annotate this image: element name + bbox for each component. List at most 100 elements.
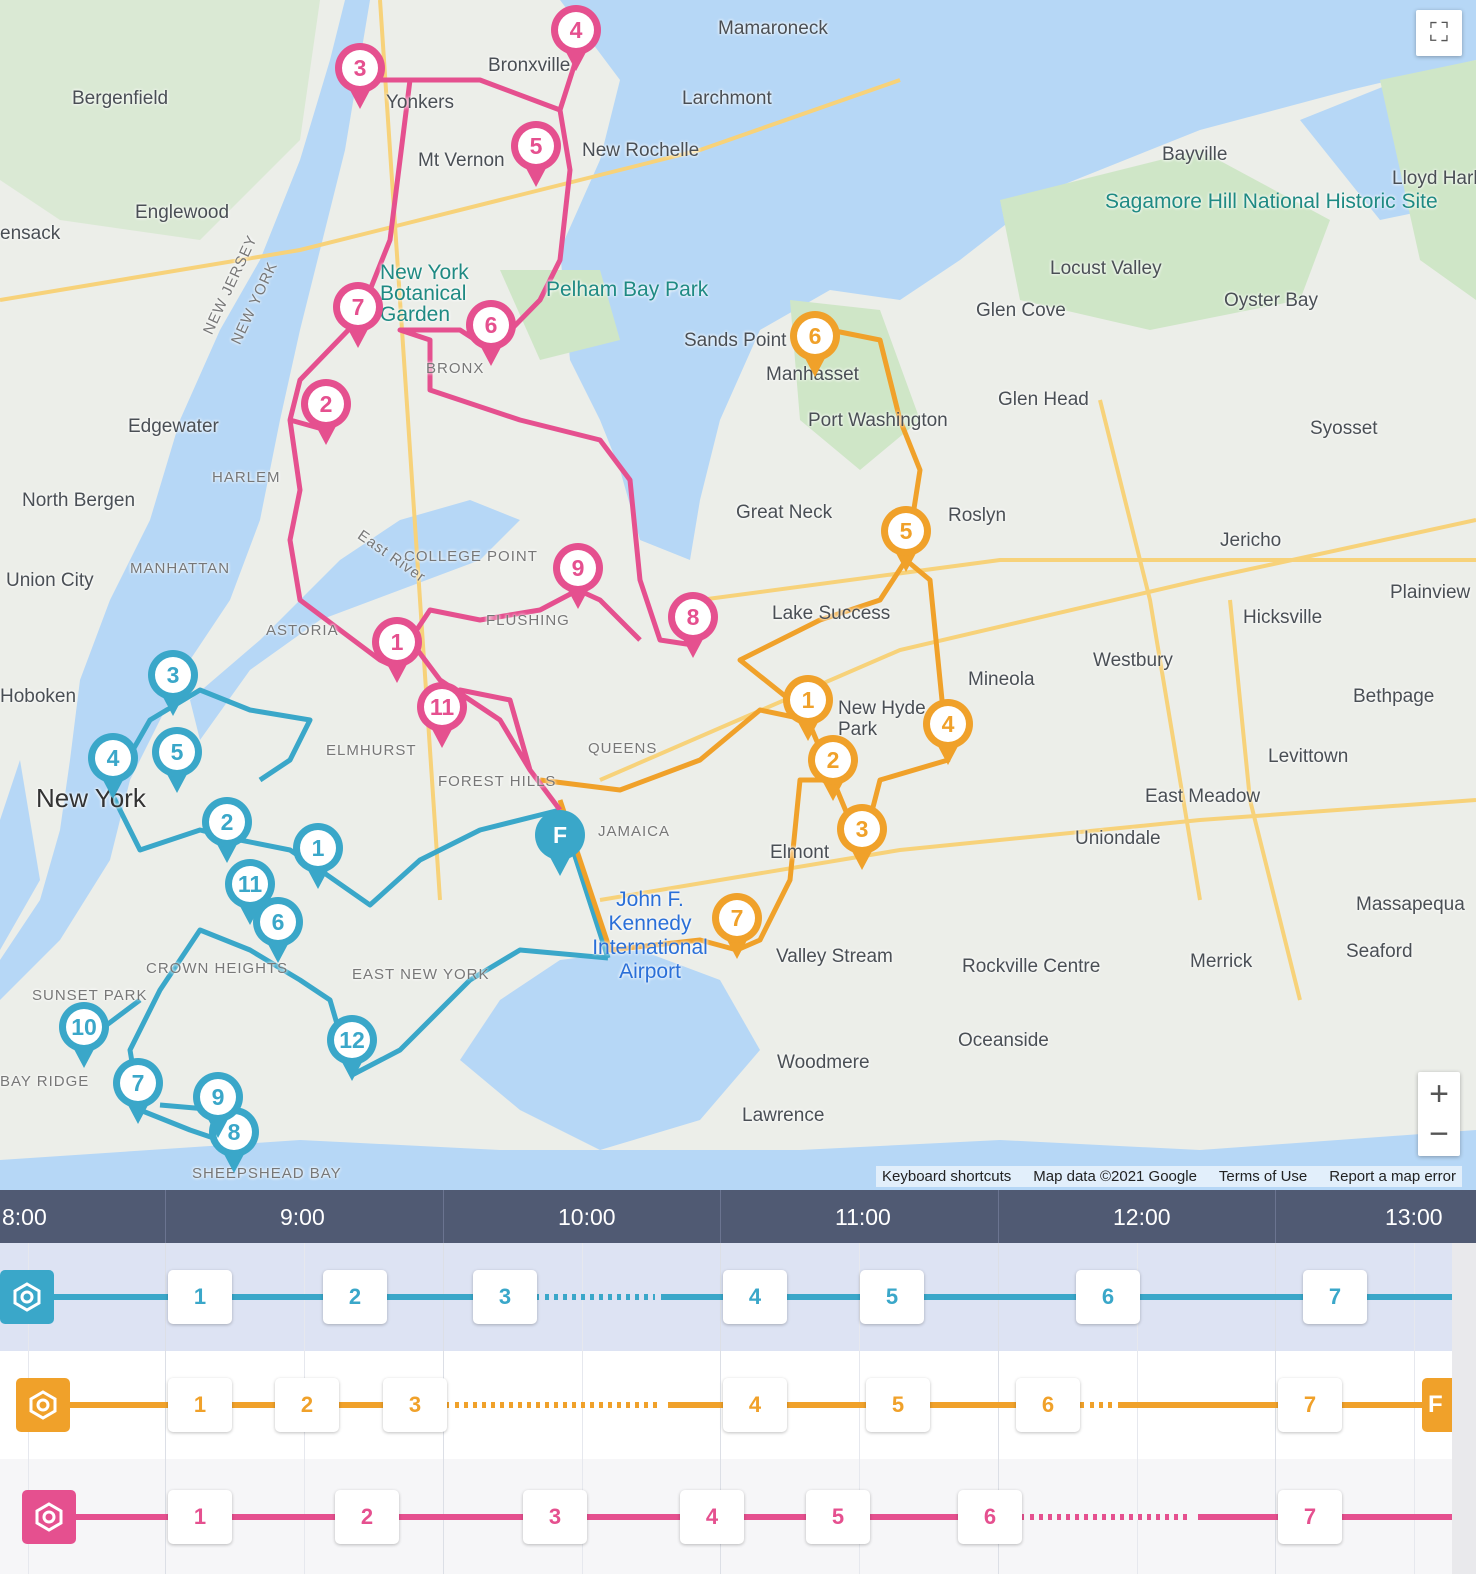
- place-label: Massapequa: [1356, 894, 1465, 915]
- map-stop-pin[interactable]: 2: [808, 735, 858, 801]
- place-label: Yonkers: [386, 92, 454, 113]
- pin-number: 4: [95, 740, 131, 776]
- map-attribution: Keyboard shortcuts Map data ©2021 Google…: [876, 1166, 1462, 1187]
- stop-block[interactable]: 5: [860, 1270, 924, 1324]
- finish-pin[interactable]: F: [535, 810, 585, 876]
- zoom-out-button[interactable]: −: [1429, 1115, 1449, 1153]
- stop-block[interactable]: 2: [335, 1489, 399, 1544]
- timeline-header: 8:00 9:00 10:00 11:00 12:00 13:00: [0, 1190, 1476, 1243]
- pin-number: 2: [308, 386, 344, 422]
- place-label: New Rochelle: [582, 140, 700, 161]
- stop-block[interactable]: 6: [1016, 1378, 1080, 1432]
- stop-block[interactable]: 1: [168, 1270, 232, 1324]
- map-stop-pin[interactable]: 7: [712, 893, 762, 959]
- map-stop-pin[interactable]: 7: [333, 282, 383, 348]
- idle-gap: [1090, 1402, 1112, 1408]
- stop-block[interactable]: 7: [1303, 1270, 1367, 1324]
- place-label: Mt Vernon: [418, 150, 505, 171]
- place-label: Bethpage: [1353, 686, 1435, 707]
- map-stop-pin[interactable]: 4: [551, 5, 601, 71]
- pin-number: 4: [930, 706, 966, 742]
- map-stop-pin[interactable]: 2: [301, 379, 351, 445]
- hour-label: 11:00: [835, 1204, 891, 1230]
- place-label: FOREST HILLS: [438, 773, 557, 790]
- pin-number: 5: [888, 513, 924, 549]
- place-label: Syosset: [1310, 418, 1378, 439]
- stop-block[interactable]: 4: [723, 1378, 787, 1432]
- hour-divider: [720, 1190, 721, 1243]
- stop-block[interactable]: 2: [275, 1378, 339, 1432]
- place-label: ELMHURST: [326, 742, 417, 759]
- map-stop-pin[interactable]: 6: [790, 311, 840, 377]
- map-stop-pin[interactable]: 8: [668, 592, 718, 658]
- place-label: Mamaroneck: [718, 18, 828, 39]
- stop-block[interactable]: 3: [523, 1489, 587, 1544]
- map-stop-pin[interactable]: 12: [327, 1015, 377, 1081]
- map-stop-pin[interactable]: 5: [511, 121, 561, 187]
- stop-block[interactable]: 6: [958, 1489, 1022, 1544]
- finish-block[interactable]: F: [1422, 1378, 1452, 1432]
- hour-divider: [443, 1190, 444, 1243]
- place-label: Lloyd Harbor: [1392, 168, 1476, 189]
- map-stop-pin[interactable]: 5: [881, 506, 931, 572]
- pin-number: 2: [815, 742, 851, 778]
- map-stop-pin[interactable]: 11: [417, 682, 467, 748]
- map-stop-pin[interactable]: 3: [148, 650, 198, 716]
- depot-icon[interactable]: [16, 1378, 70, 1432]
- map-stop-pin[interactable]: 9: [553, 543, 603, 609]
- hour-divider: [998, 1190, 999, 1243]
- place-label: Rockville Centre: [962, 956, 1101, 977]
- map-stop-pin[interactable]: 10: [59, 1002, 109, 1068]
- place-label: BRONX: [426, 360, 485, 377]
- map-stop-pin[interactable]: 1: [293, 823, 343, 889]
- map-stop-pin[interactable]: 9: [193, 1072, 243, 1138]
- stop-block[interactable]: 1: [168, 1378, 232, 1432]
- stop-block[interactable]: 1: [168, 1489, 232, 1544]
- place-label: New Hyde Park: [838, 698, 926, 740]
- place-label: Jericho: [1220, 530, 1282, 551]
- map-stop-pin[interactable]: 5: [152, 727, 202, 793]
- place-label: Oceanside: [958, 1030, 1049, 1051]
- scrollbar[interactable]: [1452, 1243, 1476, 1574]
- stop-block[interactable]: 7: [1278, 1378, 1342, 1432]
- fullscreen-button[interactable]: ⛶: [1416, 10, 1462, 56]
- hour-label: 9:00: [280, 1204, 325, 1230]
- stop-block[interactable]: 2: [323, 1270, 387, 1324]
- stop-block[interactable]: 4: [680, 1489, 744, 1544]
- keyboard-shortcuts-link[interactable]: Keyboard shortcuts: [882, 1168, 1012, 1185]
- map-stop-pin[interactable]: 3: [837, 804, 887, 870]
- map-stop-pin[interactable]: 11: [225, 859, 275, 925]
- map[interactable]: Bergenfield Englewood ensack Edgewater North…: [0, 0, 1476, 1190]
- map-stop-pin[interactable]: 2: [202, 797, 252, 863]
- stop-block[interactable]: 4: [723, 1270, 787, 1324]
- stop-block[interactable]: 5: [866, 1378, 930, 1432]
- stop-block[interactable]: 3: [383, 1378, 447, 1432]
- map-stop-pin[interactable]: 4: [88, 733, 138, 799]
- stop-block[interactable]: 5: [806, 1489, 870, 1544]
- place-label: Levittown: [1268, 746, 1349, 767]
- hour-gridline: [998, 1190, 999, 1574]
- hour-gridline: [720, 1190, 721, 1574]
- stop-block[interactable]: 3: [473, 1270, 537, 1324]
- place-label: New York Botanical Garden: [380, 261, 469, 326]
- map-stop-pin[interactable]: 1: [372, 617, 422, 683]
- report-error-link[interactable]: Report a map error: [1329, 1168, 1456, 1185]
- place-label: North Bergen: [22, 490, 136, 511]
- depot-icon[interactable]: [22, 1489, 76, 1544]
- pin-number: 11: [424, 689, 460, 725]
- terms-link[interactable]: Terms of Use: [1218, 1168, 1308, 1185]
- stop-block[interactable]: 7: [1278, 1489, 1342, 1544]
- map-stop-pin[interactable]: 6: [466, 300, 516, 366]
- map-stop-pin[interactable]: 3: [335, 43, 385, 109]
- depot-icon[interactable]: [0, 1270, 54, 1324]
- map-stop-pin[interactable]: 1: [783, 675, 833, 741]
- hour-label: 8:00: [2, 1204, 47, 1230]
- map-stop-pin[interactable]: 7: [113, 1058, 163, 1124]
- place-label: BAY RIDGE: [0, 1073, 90, 1090]
- place-label: FLUSHING: [486, 612, 570, 629]
- pin-number: 5: [518, 128, 554, 164]
- zoom-in-button[interactable]: +: [1429, 1075, 1449, 1113]
- map-stop-pin[interactable]: 4: [923, 699, 973, 765]
- stop-block[interactable]: 6: [1076, 1270, 1140, 1324]
